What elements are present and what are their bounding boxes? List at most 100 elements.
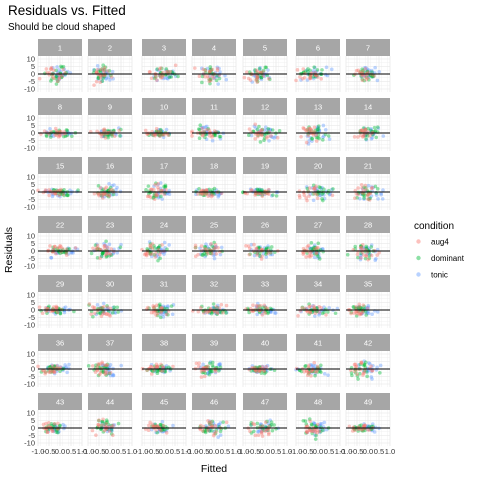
data-point xyxy=(214,78,219,83)
data-point xyxy=(367,197,371,201)
data-point xyxy=(68,191,73,196)
data-point xyxy=(167,75,172,79)
data-point xyxy=(375,253,380,257)
data-point xyxy=(158,66,163,70)
data-point xyxy=(204,187,209,192)
data-point xyxy=(209,191,214,196)
data-point xyxy=(104,69,109,74)
data-point xyxy=(260,188,264,192)
data-point xyxy=(116,421,121,426)
data-point xyxy=(208,70,212,75)
data-point xyxy=(65,247,70,251)
data-point xyxy=(200,126,205,131)
data-point xyxy=(208,78,213,82)
data-point xyxy=(253,433,258,438)
data-point xyxy=(215,73,219,78)
data-point xyxy=(108,193,112,197)
data-point xyxy=(260,193,264,197)
data-point xyxy=(87,302,92,306)
data-point xyxy=(107,429,112,434)
data-point xyxy=(311,75,315,79)
facet-strip xyxy=(88,216,132,233)
data-point xyxy=(96,76,101,80)
data-point xyxy=(317,136,321,141)
facet-label: 24 xyxy=(160,221,168,230)
data-point xyxy=(159,70,163,75)
data-point xyxy=(304,185,309,189)
x-tick-label: 0.5 xyxy=(324,447,334,456)
data-point xyxy=(154,254,158,258)
data-point xyxy=(371,74,375,79)
data-point xyxy=(204,188,209,193)
data-point xyxy=(71,251,75,255)
data-point xyxy=(207,70,212,74)
data-point xyxy=(96,69,101,74)
facet-panel: 29 xyxy=(37,275,83,328)
data-point xyxy=(371,132,376,137)
data-point xyxy=(315,369,319,373)
data-point xyxy=(57,76,62,80)
data-point xyxy=(53,244,57,249)
data-point xyxy=(194,361,199,366)
facet-label: 36 xyxy=(56,339,64,348)
data-point xyxy=(160,129,164,134)
data-point xyxy=(216,82,220,86)
data-point xyxy=(370,74,374,79)
data-point xyxy=(301,67,306,71)
data-point xyxy=(353,196,357,200)
data-point xyxy=(327,192,332,197)
facet-panel: 22 xyxy=(37,216,83,269)
data-point xyxy=(111,250,116,255)
data-point xyxy=(366,74,371,78)
data-point xyxy=(357,302,362,307)
data-point xyxy=(300,306,304,310)
data-point xyxy=(91,246,95,251)
data-point xyxy=(95,303,100,307)
data-point xyxy=(379,192,384,197)
data-point xyxy=(164,127,169,132)
facet-label: 29 xyxy=(56,280,64,289)
data-point xyxy=(101,73,105,78)
data-point xyxy=(212,256,217,261)
data-point xyxy=(360,187,365,191)
data-point xyxy=(165,76,169,81)
data-point xyxy=(157,133,161,138)
data-point xyxy=(161,133,166,137)
data-point xyxy=(218,70,222,74)
data-point xyxy=(102,65,107,70)
data-point xyxy=(166,69,170,74)
data-point xyxy=(196,364,201,369)
data-point xyxy=(207,372,212,377)
data-point xyxy=(259,75,264,80)
data-point xyxy=(354,305,358,309)
data-point xyxy=(99,254,104,258)
data-point xyxy=(305,430,310,435)
x-tick-label: 0.5 xyxy=(116,447,126,456)
data-point xyxy=(148,190,152,195)
data-point xyxy=(62,426,66,431)
data-point xyxy=(371,132,375,137)
data-point xyxy=(146,191,151,196)
data-point xyxy=(259,128,264,132)
data-point xyxy=(153,194,158,198)
data-point xyxy=(370,74,375,79)
data-point xyxy=(311,429,315,434)
data-point xyxy=(378,363,383,368)
data-point xyxy=(43,189,48,194)
data-point xyxy=(253,188,258,192)
data-point xyxy=(248,187,253,192)
data-point xyxy=(99,134,104,139)
data-point xyxy=(102,74,107,79)
data-point xyxy=(98,73,103,78)
data-point xyxy=(55,193,60,198)
facet-panel: 9 xyxy=(87,98,133,151)
data-point xyxy=(262,138,266,143)
data-point xyxy=(101,128,106,132)
data-point xyxy=(103,136,108,140)
data-point xyxy=(257,187,262,192)
data-point xyxy=(269,134,273,139)
data-point xyxy=(257,188,262,193)
data-point xyxy=(308,135,313,140)
data-point xyxy=(60,65,64,70)
data-point xyxy=(98,69,103,74)
